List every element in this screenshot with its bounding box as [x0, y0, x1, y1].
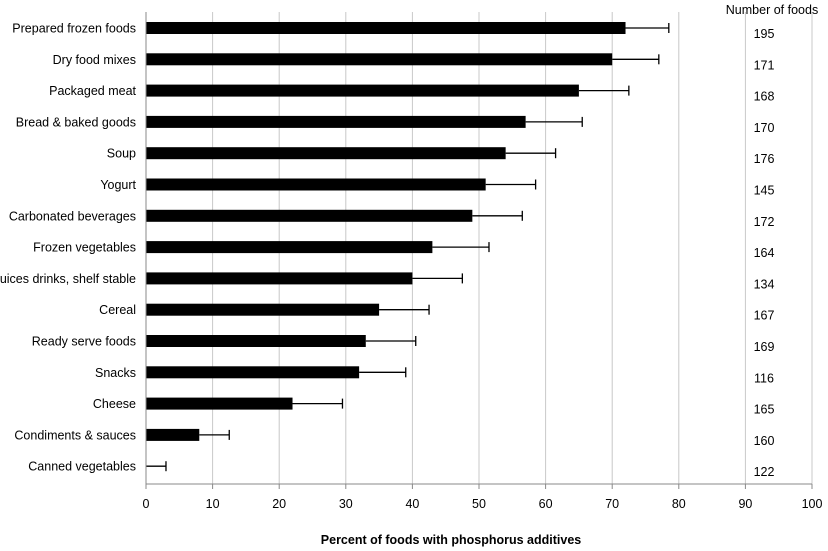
category-label: Prepared frozen foods	[12, 22, 136, 36]
category-label: Bread & baked goods	[16, 115, 136, 129]
count-label: 169	[754, 340, 775, 354]
count-label: 171	[754, 58, 775, 72]
category-label: Ready serve foods	[32, 335, 136, 349]
category-label: Carbonated beverages	[9, 209, 136, 223]
count-label: 165	[754, 403, 775, 417]
category-label: Snacks	[95, 366, 136, 380]
category-label: Soup	[107, 147, 136, 161]
count-label: 122	[754, 465, 775, 479]
x-tick-label: 80	[672, 497, 686, 511]
bar	[146, 272, 413, 285]
category-label: Cheese	[93, 397, 136, 411]
x-tick-label: 60	[539, 497, 553, 511]
x-tick-label: 50	[472, 497, 486, 511]
x-tick-label: 10	[206, 497, 220, 511]
count-label: 145	[754, 184, 775, 198]
category-label: Packaged meat	[49, 84, 136, 98]
category-label: Frozen vegetables	[33, 241, 136, 255]
bar	[146, 397, 293, 410]
count-label: 195	[754, 27, 775, 41]
bar	[146, 84, 579, 97]
category-labels: Prepared frozen foods Dry food mixes Packa…	[0, 22, 137, 474]
bar	[146, 428, 200, 441]
x-tick-label: 0	[143, 497, 150, 511]
x-tick-label: 30	[339, 497, 353, 511]
count-label: 170	[754, 121, 775, 135]
bar	[146, 241, 433, 254]
x-tick-label: 90	[738, 497, 752, 511]
count-labels: 195 171 168 170 176 145 172 164 134 167 169 116 165 1…	[754, 27, 775, 479]
x-tick-label: 70	[605, 497, 619, 511]
bar	[146, 147, 506, 160]
bar	[146, 209, 473, 222]
bar	[146, 366, 360, 379]
x-axis-ticks: 0 10 20 30 40 50 60 70 80 90 100	[143, 484, 823, 511]
bar	[146, 335, 366, 347]
count-label: 134	[754, 277, 775, 291]
bars	[146, 22, 626, 441]
category-label: Canned vegetables	[28, 460, 136, 474]
bar	[146, 22, 626, 34]
bar	[146, 178, 486, 191]
bar	[146, 53, 613, 66]
x-tick-label: 40	[405, 497, 419, 511]
count-label: 168	[754, 90, 775, 104]
x-axis-title: Percent of foods with phosphorus additiv…	[321, 533, 581, 547]
count-label: 116	[754, 371, 774, 385]
x-tick-label: 20	[272, 497, 286, 511]
error-bars	[146, 23, 670, 472]
number-of-foods-header: Number of foods	[726, 3, 818, 17]
count-label: 164	[754, 246, 775, 260]
category-label: Juices drinks, shelf stable	[0, 272, 136, 286]
count-label: 176	[754, 152, 775, 166]
category-label: Yogurt	[100, 178, 136, 192]
x-tick-label: 100	[802, 497, 823, 511]
category-label: Dry food mixes	[53, 53, 136, 67]
count-label: 167	[754, 309, 775, 323]
count-label: 160	[754, 434, 775, 448]
category-label: Condiments & sauces	[14, 428, 136, 442]
category-label: Cereal	[99, 303, 136, 317]
bar	[146, 303, 380, 316]
count-label: 172	[754, 215, 775, 229]
bar	[146, 115, 526, 128]
